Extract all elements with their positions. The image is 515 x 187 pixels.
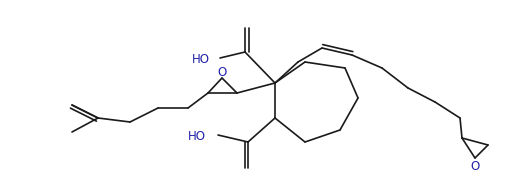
Text: O: O	[217, 65, 227, 79]
Text: O: O	[470, 160, 479, 172]
Text: HO: HO	[192, 53, 210, 65]
Text: HO: HO	[188, 130, 206, 142]
